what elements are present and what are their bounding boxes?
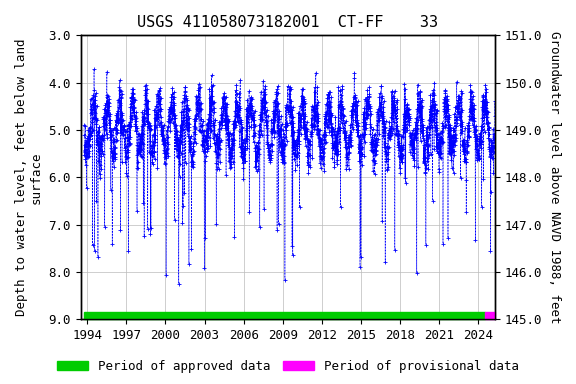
Title: USGS 411058073182001  CT-FF    33: USGS 411058073182001 CT-FF 33	[138, 15, 438, 30]
Bar	[84, 312, 486, 319]
Legend: Period of approved data, Period of provisional data: Period of approved data, Period of provi…	[52, 355, 524, 378]
Bar	[486, 312, 495, 319]
Y-axis label: Depth to water level, feet below land
surface: Depth to water level, feet below land su…	[15, 39, 43, 316]
Y-axis label: Groundwater level above NAVD 1988, feet: Groundwater level above NAVD 1988, feet	[548, 31, 561, 324]
